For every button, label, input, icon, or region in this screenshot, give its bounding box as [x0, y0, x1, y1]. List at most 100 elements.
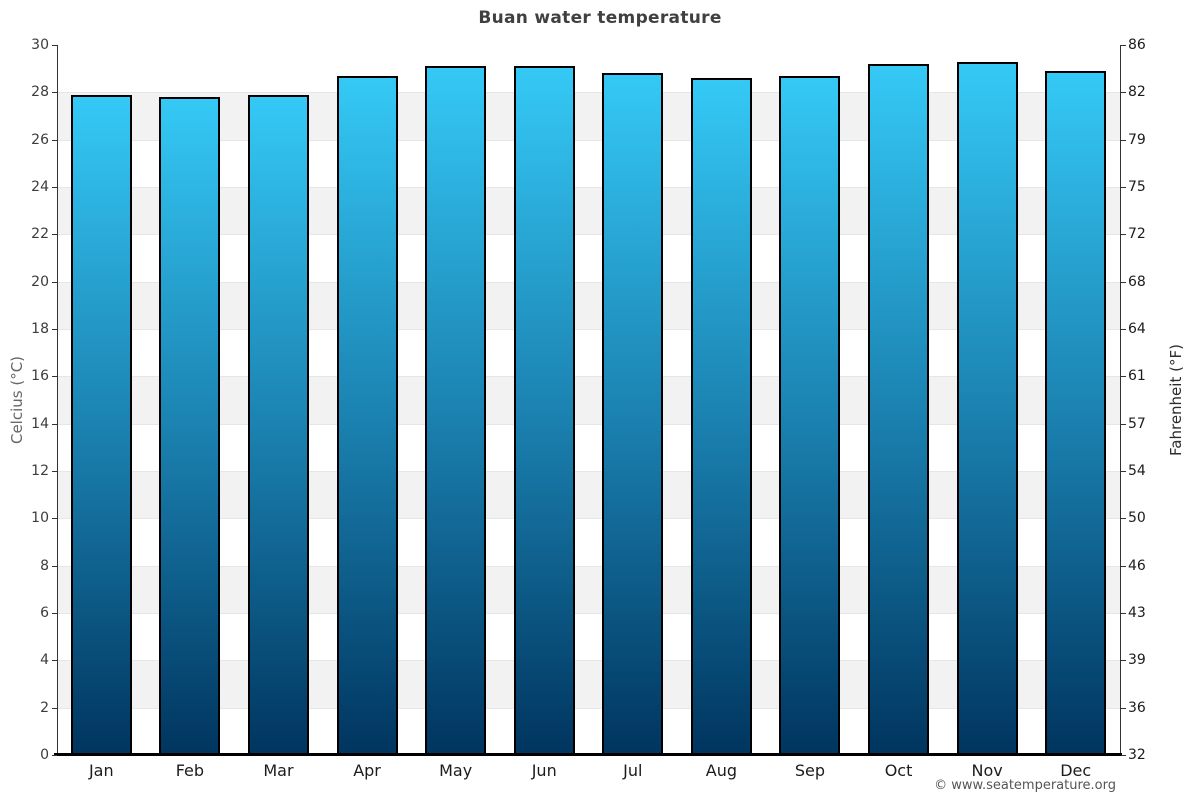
y-tick-mark-right [1121, 281, 1126, 283]
y-tick-mark-left [52, 755, 57, 756]
y-tick-fahrenheit: 79 [1128, 131, 1146, 148]
y-tick-mark-left [52, 613, 57, 614]
y-tick-mark-left [52, 376, 57, 378]
y-tick-celsius: 8 [40, 557, 49, 574]
background-band [57, 423, 1120, 471]
y-tick-mark-right [1121, 755, 1126, 756]
y-tick-mark-left [52, 187, 57, 188]
y-tick-celsius: 22 [31, 226, 49, 243]
y-tick-mark-right [1121, 565, 1126, 567]
y-tick-mark-left [52, 518, 57, 520]
bar-jul [602, 73, 664, 755]
gridline [57, 423, 1120, 425]
y-tick-mark-right [1121, 329, 1126, 330]
y-tick-mark-right [1121, 613, 1126, 614]
background-band [57, 281, 1120, 329]
y-tick-celsius: 30 [31, 37, 49, 53]
y-tick-mark-right [1121, 471, 1126, 472]
bar-aug [690, 78, 752, 755]
y-tick-mark-left [52, 329, 57, 330]
y-tick-mark-right [1121, 376, 1126, 378]
y-tick-mark-right [1121, 187, 1126, 188]
background-band [57, 376, 1120, 424]
y-axis-line-left [57, 45, 58, 755]
y-tick-mark-right [1121, 518, 1126, 520]
x-tick-month: Dec [1060, 761, 1092, 780]
y-tick-celsius: 20 [31, 273, 49, 290]
gridline [57, 707, 1120, 709]
y-tick-mark-right [1121, 45, 1126, 46]
chart-title: Buan water temperature [478, 8, 722, 28]
gridline [57, 281, 1120, 283]
background-band [57, 565, 1120, 613]
y-tick-celsius: 18 [31, 321, 49, 337]
background-band [57, 707, 1120, 755]
y-tick-mark-right [1121, 660, 1126, 662]
y-tick-mark-left [52, 234, 57, 236]
y-tick-mark-right [1121, 92, 1126, 94]
gridline [57, 471, 1120, 472]
x-tick-month: Jun [531, 761, 557, 780]
gridline [57, 660, 1120, 662]
bar-nov [956, 61, 1018, 755]
y-tick-fahrenheit: 32 [1128, 747, 1146, 763]
y-tick-mark-left [52, 423, 57, 425]
y-tick-celsius: 4 [40, 652, 49, 669]
y-tick-fahrenheit: 86 [1128, 37, 1146, 53]
y-tick-celsius: 10 [31, 510, 49, 527]
bar-dec [1045, 71, 1107, 755]
x-tick-month: Aug [705, 761, 737, 780]
x-tick-month: May [439, 761, 473, 780]
y-tick-celsius: 16 [31, 368, 49, 385]
y-tick-fahrenheit: 61 [1128, 368, 1146, 385]
background-band [57, 187, 1120, 235]
background-band [57, 92, 1120, 140]
background-band [57, 613, 1120, 661]
background-band [57, 518, 1120, 566]
y-tick-mark-right [1121, 139, 1126, 141]
gridline [57, 92, 1120, 94]
y-tick-mark-left [52, 565, 57, 567]
plot-area [57, 45, 1120, 755]
y-tick-mark-right [1121, 423, 1126, 425]
bar-may [425, 66, 487, 755]
copyright-link[interactable]: © www.seatemperature.org [934, 778, 1116, 793]
background-band [57, 139, 1120, 187]
y-tick-fahrenheit: 46 [1128, 557, 1146, 574]
x-tick-month: Nov [971, 761, 1003, 780]
background-band [57, 234, 1120, 282]
y-tick-celsius: 0 [40, 747, 49, 763]
gridline [57, 139, 1120, 141]
y-tick-celsius: 28 [31, 84, 49, 101]
x-tick-month: Sep [794, 761, 826, 780]
y-axis-line-right [1120, 45, 1121, 755]
y-tick-mark-left [52, 660, 57, 662]
y-tick-fahrenheit: 68 [1128, 273, 1146, 290]
y-tick-mark-left [52, 471, 57, 472]
background-band [57, 45, 1120, 93]
y-tick-fahrenheit: 57 [1128, 415, 1146, 432]
gridline [57, 518, 1120, 520]
y-tick-mark-left [52, 281, 57, 283]
y-tick-fahrenheit: 75 [1128, 179, 1146, 195]
y-tick-mark-left [52, 92, 57, 94]
y-tick-mark-left [52, 45, 57, 46]
gridline [57, 376, 1120, 378]
y-tick-celsius: 26 [31, 131, 49, 148]
x-tick-month: Oct [884, 761, 913, 780]
gridline [57, 613, 1120, 614]
y-tick-fahrenheit: 54 [1128, 463, 1146, 479]
bar-feb [159, 97, 221, 755]
y-tick-mark-right [1121, 234, 1126, 236]
x-tick-month: Feb [175, 761, 205, 780]
gridline [57, 234, 1120, 236]
gridline [57, 187, 1120, 188]
y-tick-fahrenheit: 39 [1128, 652, 1146, 669]
background-band [57, 660, 1120, 708]
x-tick-month: Mar [263, 761, 294, 780]
y-tick-celsius: 14 [31, 415, 49, 432]
y-tick-fahrenheit: 82 [1128, 84, 1146, 101]
y-tick-celsius: 2 [40, 699, 49, 716]
y-tick-fahrenheit: 72 [1128, 226, 1146, 243]
